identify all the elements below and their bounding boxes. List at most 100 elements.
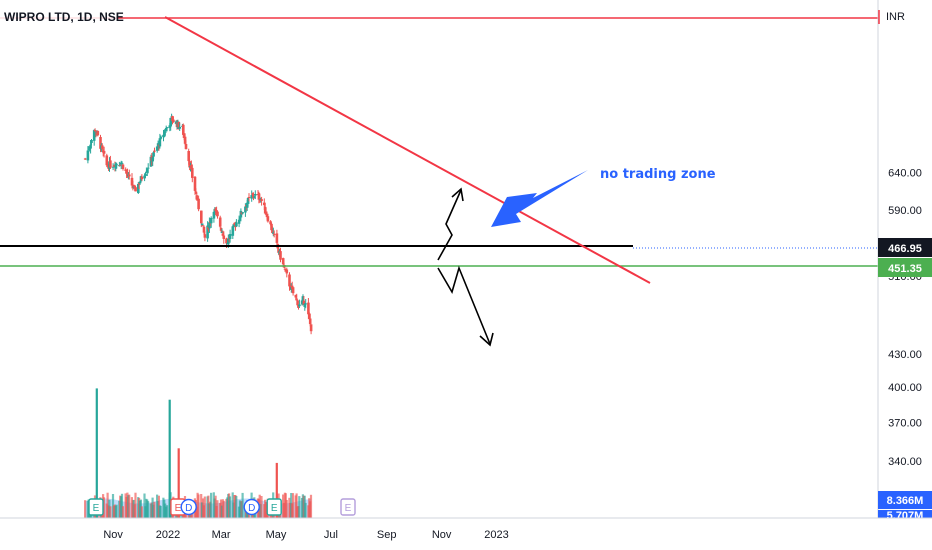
candle (244, 206, 247, 213)
candle (200, 210, 203, 224)
candle (99, 137, 102, 149)
event-letter: D (185, 503, 192, 514)
candle (195, 195, 199, 200)
candle (201, 225, 205, 227)
candle (209, 217, 213, 224)
candle (193, 176, 197, 191)
candle (225, 238, 228, 244)
candle (246, 198, 250, 204)
bounce-arrow-head (451, 187, 464, 202)
volume-spike (275, 462, 278, 518)
candle (301, 299, 305, 301)
x-tick-label: 2022 (156, 529, 180, 541)
candle (241, 212, 244, 214)
earnings-marker[interactable]: E (340, 498, 356, 516)
candle (251, 193, 254, 195)
earnings-marker[interactable]: E (88, 498, 104, 516)
candle (233, 222, 236, 225)
candle (291, 287, 295, 294)
dividend-marker[interactable]: D (180, 498, 197, 516)
y-tick-label: 590.00 (888, 205, 922, 217)
volume-bar (84, 500, 87, 518)
candle (197, 198, 200, 210)
support-price-badge (878, 258, 932, 277)
candle (285, 269, 289, 274)
candle (188, 161, 191, 168)
volume-bar (109, 506, 112, 518)
candle (86, 150, 90, 161)
candle (228, 234, 232, 239)
volume-bar (147, 501, 150, 518)
volume-bar (106, 492, 109, 518)
volume-bar (102, 497, 106, 518)
candle (279, 251, 282, 260)
volume-spike (95, 388, 98, 518)
candle (158, 138, 162, 147)
candle (109, 160, 112, 168)
candle (105, 155, 109, 166)
dividend-marker[interactable]: D (243, 498, 260, 516)
candle (124, 169, 127, 171)
candle (183, 136, 187, 144)
candle (111, 166, 115, 168)
volume-bar (309, 494, 313, 518)
earnings-marker[interactable]: E (266, 498, 282, 516)
volume-bar (304, 502, 307, 518)
candle (202, 226, 206, 233)
event-letter: E (345, 503, 352, 514)
candle (178, 126, 181, 129)
event-letter: E (93, 503, 100, 514)
y-tick-label: 340.00 (888, 456, 922, 468)
candle (219, 228, 223, 231)
candle (221, 233, 225, 236)
x-tick-label: Nov (103, 529, 123, 541)
candle (177, 122, 181, 128)
candle (90, 140, 93, 143)
candle (254, 194, 257, 196)
candle (232, 224, 235, 228)
candle (309, 324, 313, 332)
candle (138, 181, 142, 184)
candle (271, 228, 274, 233)
candle (130, 177, 134, 186)
x-tick-label: 2023 (484, 529, 508, 541)
candle (168, 125, 172, 128)
candle (126, 172, 129, 176)
candle (303, 303, 307, 307)
candles-layer (83, 113, 313, 335)
candle (101, 145, 104, 149)
downtrend-line[interactable] (164, 16, 651, 284)
candle (119, 165, 122, 167)
candle (222, 235, 226, 239)
candle (146, 167, 150, 169)
candle (144, 173, 147, 176)
volume-spike (177, 448, 180, 518)
time-axis[interactable]: Nov 2022 Mar May Jul Sep Nov 2023 (103, 529, 508, 541)
volume-bar (295, 493, 298, 518)
volume-badge-2 (878, 510, 932, 518)
candle (169, 117, 172, 127)
candle (184, 144, 188, 150)
event-letter: D (248, 503, 255, 514)
candle (307, 302, 310, 315)
volume-bar (134, 492, 137, 518)
x-tick-label: Sep (377, 529, 397, 541)
candle (120, 163, 124, 165)
candle (128, 174, 131, 177)
candle (298, 304, 301, 307)
candle (171, 116, 174, 122)
candle (288, 274, 291, 287)
volume-bar (143, 493, 146, 518)
candle (302, 300, 306, 306)
volume-bar (216, 500, 219, 518)
volume-bar (140, 506, 143, 518)
currency-label: INR (886, 11, 905, 23)
bounce-scenario-arrow (437, 189, 462, 261)
candle (200, 223, 204, 226)
candle (93, 130, 97, 131)
volume-bar (291, 493, 295, 518)
candle (87, 149, 91, 151)
candle (172, 119, 175, 123)
